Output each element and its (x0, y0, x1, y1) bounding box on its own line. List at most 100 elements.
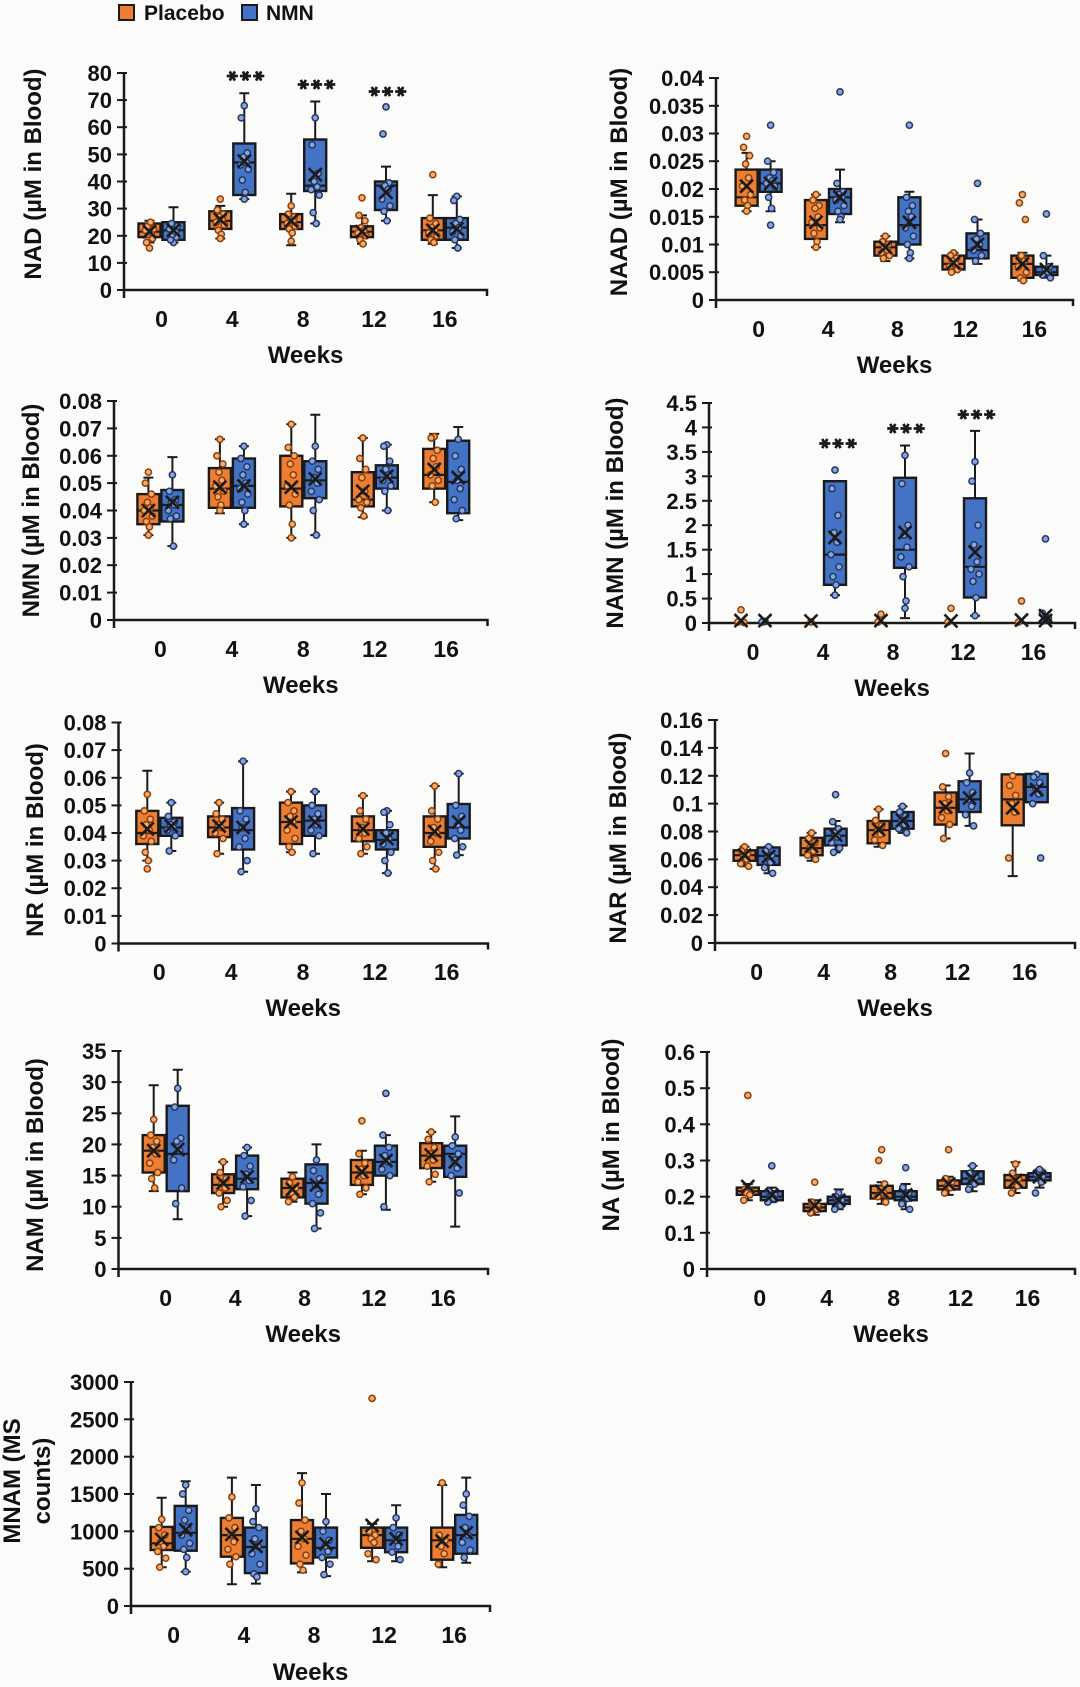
svg-text:8: 8 (308, 1622, 321, 1648)
svg-text:15: 15 (82, 1164, 106, 1189)
svg-text:0.02: 0.02 (660, 903, 703, 928)
svg-text:0: 0 (153, 959, 166, 985)
svg-text:Weeks: Weeks (857, 352, 933, 379)
svg-text:8: 8 (887, 639, 900, 665)
svg-text:16: 16 (434, 959, 460, 985)
svg-text:NA (µM in Blood): NA (µM in Blood) (598, 1039, 625, 1232)
svg-text:counts): counts) (29, 1438, 56, 1525)
svg-text:1: 1 (685, 562, 697, 587)
svg-text:0: 0 (750, 959, 763, 985)
svg-text:16: 16 (1012, 959, 1038, 985)
svg-text:12: 12 (362, 959, 388, 985)
svg-text:12: 12 (362, 636, 388, 662)
svg-text:0: 0 (691, 931, 703, 956)
svg-text:0.16: 0.16 (660, 708, 703, 733)
svg-text:8: 8 (884, 959, 897, 985)
svg-text:16: 16 (1015, 1285, 1041, 1311)
svg-text:0.025: 0.025 (649, 149, 704, 174)
svg-text:8: 8 (297, 306, 310, 332)
svg-text:NAD (µM in Blood): NAD (µM in Blood) (20, 68, 47, 279)
svg-text:0.07: 0.07 (64, 738, 107, 763)
svg-text:4.5: 4.5 (666, 391, 697, 416)
svg-text:NMN: NMN (266, 2, 314, 25)
svg-text:16: 16 (430, 1285, 456, 1311)
svg-text:30: 30 (88, 197, 112, 222)
svg-text:0.2: 0.2 (664, 1185, 695, 1210)
svg-text:0.5: 0.5 (664, 1076, 695, 1101)
svg-text:3: 3 (685, 464, 697, 489)
svg-text:0: 0 (90, 608, 102, 633)
svg-text:Weeks: Weeks (857, 995, 933, 1022)
svg-text:8: 8 (891, 316, 904, 342)
svg-text:50: 50 (88, 142, 112, 167)
svg-text:2000: 2000 (70, 1445, 119, 1470)
svg-text:0.5: 0.5 (666, 587, 697, 612)
svg-text:Placebo: Placebo (144, 2, 225, 25)
svg-text:5: 5 (94, 1226, 106, 1251)
svg-text:2.5: 2.5 (666, 489, 697, 514)
svg-text:0.035: 0.035 (649, 94, 704, 119)
svg-text:0.02: 0.02 (661, 177, 704, 202)
svg-text:20: 20 (82, 1132, 106, 1157)
svg-text:12: 12 (361, 306, 387, 332)
svg-text:0.015: 0.015 (649, 205, 704, 230)
svg-text:8: 8 (297, 636, 310, 662)
svg-text:16: 16 (1021, 639, 1047, 665)
svg-text:4: 4 (225, 959, 238, 985)
svg-text:0: 0 (154, 636, 167, 662)
svg-text:12: 12 (950, 639, 976, 665)
svg-text:0.06: 0.06 (660, 847, 703, 872)
svg-text:Weeks: Weeks (854, 675, 930, 702)
svg-text:20: 20 (88, 224, 112, 249)
svg-text:0.02: 0.02 (64, 876, 107, 901)
svg-text:10: 10 (82, 1195, 106, 1220)
svg-text:0.005: 0.005 (649, 260, 704, 285)
svg-text:3.5: 3.5 (666, 440, 697, 465)
svg-text:12: 12 (953, 316, 979, 342)
svg-text:2: 2 (685, 513, 697, 538)
svg-text:NAR (µM in Blood): NAR (µM in Blood) (605, 732, 632, 943)
svg-text:1000: 1000 (70, 1519, 119, 1544)
svg-text:0.01: 0.01 (64, 904, 107, 929)
svg-text:16: 16 (441, 1622, 467, 1648)
svg-text:0: 0 (747, 639, 760, 665)
svg-text:NAAD (µM in Blood): NAAD (µM in Blood) (606, 68, 633, 296)
svg-text:Weeks: Weeks (265, 1321, 341, 1348)
svg-text:0: 0 (692, 288, 704, 313)
svg-text:3000: 3000 (70, 1370, 119, 1395)
svg-text:0.04: 0.04 (660, 875, 704, 900)
svg-text:0.01: 0.01 (661, 233, 704, 258)
svg-text:0.08: 0.08 (64, 711, 107, 736)
svg-text:0: 0 (752, 316, 765, 342)
svg-text:0: 0 (94, 1257, 106, 1282)
svg-text:0.05: 0.05 (64, 793, 107, 818)
svg-text:80: 80 (88, 61, 112, 86)
svg-text:4: 4 (685, 415, 698, 440)
svg-text:16: 16 (432, 306, 458, 332)
svg-text:10: 10 (88, 251, 112, 276)
svg-text:0.02: 0.02 (59, 553, 102, 578)
svg-text:12: 12 (945, 959, 971, 985)
svg-text:0: 0 (159, 1285, 172, 1311)
svg-text:0.4: 0.4 (664, 1112, 695, 1137)
svg-text:35: 35 (82, 1039, 106, 1064)
svg-text:4: 4 (238, 1622, 251, 1648)
svg-text:4: 4 (226, 306, 239, 332)
svg-text:2500: 2500 (70, 1407, 119, 1432)
svg-text:0.08: 0.08 (660, 820, 703, 845)
svg-text:70: 70 (88, 88, 112, 113)
svg-text:0: 0 (683, 1257, 695, 1282)
svg-text:12: 12 (948, 1285, 974, 1311)
svg-text:0.04: 0.04 (661, 66, 705, 91)
svg-text:12: 12 (361, 1285, 387, 1311)
svg-text:Weeks: Weeks (853, 1321, 929, 1348)
svg-text:0.1: 0.1 (664, 1221, 695, 1246)
svg-text:0.3: 0.3 (664, 1149, 695, 1174)
svg-text:0.6: 0.6 (664, 1040, 695, 1065)
svg-text:0.01: 0.01 (59, 581, 102, 606)
svg-text:4: 4 (822, 316, 835, 342)
svg-text:NMN (µM in Blood): NMN (µM in Blood) (18, 404, 45, 618)
svg-text:0.03: 0.03 (59, 526, 102, 551)
svg-text:25: 25 (82, 1101, 106, 1126)
svg-text:16: 16 (1022, 316, 1048, 342)
